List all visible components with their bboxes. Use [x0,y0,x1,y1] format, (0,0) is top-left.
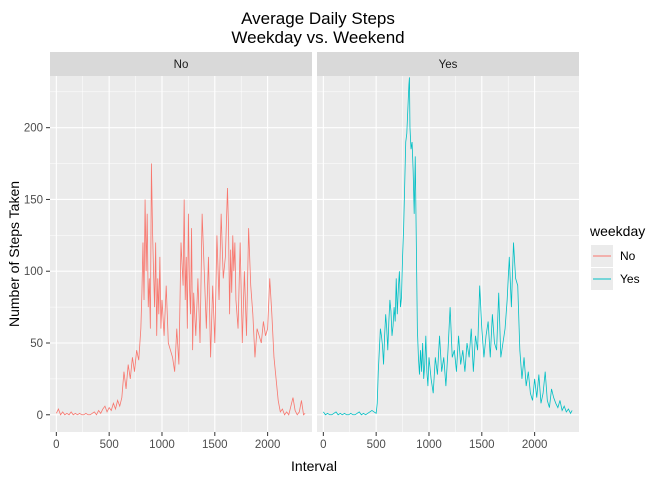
chart-subtitle: Weekday vs. Weekend [231,28,404,47]
legend: weekday No Yes [589,223,645,290]
x-tick-label: 0 [320,439,326,451]
legend-label-yes: Yes [620,272,640,286]
y-axis-ticks: 0 50 100 150 200 [24,123,50,422]
facet-no: No 0 500 1000 1500 2000 [50,52,312,451]
gridlines-no [50,76,312,432]
panel-yes [317,76,579,432]
strip-label-yes: Yes [439,59,458,71]
x-tick-label: 1500 [469,439,495,451]
x-tick-label: 2000 [522,439,548,451]
legend-label-no: No [620,249,636,263]
series-line-yes [323,77,573,416]
legend-title: weekday [589,223,645,239]
x-tick-label: 1000 [416,439,442,451]
series-line-no [55,163,306,416]
y-tick-label: 150 [24,194,43,206]
facet-yes: Yes 0 500 1000 1500 2000 [317,52,579,451]
x-ticks-yes: 0 500 1000 1500 2000 [320,432,547,451]
y-tick-label: 0 [37,410,43,422]
x-tick-label: 1000 [149,439,175,451]
strip-no [50,52,312,76]
y-axis-title: Number of Steps Taken [6,181,22,327]
y-tick-label: 200 [24,123,43,135]
y-tick-label: 50 [30,338,43,350]
chart-title: Average Daily Steps [241,9,395,28]
strip-yes [317,52,579,76]
x-tick-label: 1500 [202,439,228,451]
x-ticks-no: 0 500 1000 1500 2000 [53,432,280,451]
x-tick-label: 500 [367,439,386,451]
x-axis-title: Interval [291,458,337,474]
strip-label-no: No [174,59,189,71]
x-tick-label: 500 [100,439,119,451]
x-tick-label: 2000 [255,439,281,451]
y-tick-label: 100 [24,266,43,278]
x-tick-label: 0 [53,439,59,451]
